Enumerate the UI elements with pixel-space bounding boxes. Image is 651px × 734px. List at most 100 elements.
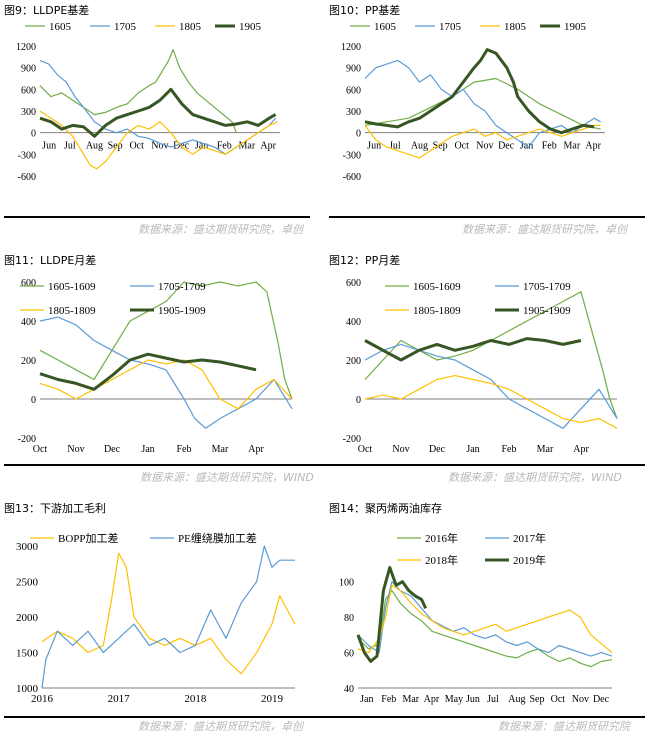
x-tick-label: Feb [381, 694, 396, 705]
series-line [364, 59, 601, 148]
x-tick-label: Apr [424, 694, 440, 705]
source-note: 数据来源：盛达期货研究院 [498, 720, 630, 733]
series-line [41, 545, 295, 689]
legend-label: 1605 [49, 21, 72, 33]
x-tick-label: Dec [593, 694, 610, 705]
chart-title-10: 图10：PP基差 [329, 4, 401, 17]
series-line [39, 352, 257, 391]
legend-label: BOPP加工差 [58, 531, 119, 545]
y-tick-label: 60 [344, 649, 354, 660]
y-tick-label: 80 [344, 613, 354, 624]
chart-svg-11: -200 0 200 400 600 Oct Nov Dec Jan Feb Mar Apr 1605-… [18, 278, 293, 455]
y-tick-label: 0 [356, 395, 361, 406]
x-tick-label: Mar [402, 694, 419, 705]
source-note: 数据来源：盛达期货研究院，卓创 [462, 223, 627, 236]
x-tick-label: Oct [129, 141, 144, 152]
legend-label: 1705-1709 [158, 281, 206, 293]
divider [4, 464, 645, 466]
series-line [357, 584, 613, 654]
x-tick-label: Mar [212, 444, 229, 455]
y-tick-label: 900 [346, 64, 361, 75]
x-tick-label: 2016 [31, 693, 54, 705]
x-tick-label: Jul [64, 141, 76, 152]
legend-label: 1805 [504, 21, 527, 33]
y-tick-label: 600 [346, 278, 361, 289]
series-line [356, 566, 428, 663]
y-tick-label: 600 [346, 85, 361, 96]
y-tick-label: 100 [339, 578, 354, 589]
x-tick-label: Feb [177, 444, 192, 455]
y-tick-label: 600 [21, 278, 36, 289]
series-line [357, 590, 613, 668]
y-tick-label: 1500 [16, 648, 39, 660]
y-tick-label: 2500 [16, 577, 39, 589]
x-tick-label: Mar [239, 141, 256, 152]
legend-label: 1905-1909 [523, 305, 571, 317]
divider [4, 716, 645, 718]
y-tick-label: 200 [346, 356, 361, 367]
x-tick-label: Apr [248, 444, 264, 455]
y-tick-label: -600 [343, 172, 361, 183]
y-tick-label: 0 [356, 129, 361, 140]
y-tick-label: -300 [343, 150, 361, 161]
x-tick-label: Oct [551, 694, 566, 705]
legend-label: 1805-1809 [48, 305, 96, 317]
y-tick-label: 900 [21, 64, 36, 75]
x-tick-label: Nov [392, 444, 409, 455]
y-tick-label: -200 [343, 434, 361, 445]
y-tick-label: 40 [344, 684, 354, 695]
y-tick-label: 1200 [16, 42, 36, 53]
chart-panel-12: -200 0 200 400 600 Oct Nov Dec Jan Feb Mar Apr 1605-… [325, 268, 645, 462]
x-tick-label: Nov [572, 694, 589, 705]
x-tick-label: Feb [217, 141, 232, 152]
x-tick-label: Jun [367, 141, 381, 152]
chart-title-11: 图11：LLDPE月差 [4, 254, 97, 267]
legend-label: 1605 [374, 21, 397, 33]
x-tick-label: Jan [466, 444, 479, 455]
x-tick-label: Jan [360, 694, 373, 705]
x-tick-label: Sep [529, 694, 544, 705]
x-tick-label: Jul [487, 694, 499, 705]
x-tick-label: Jul [389, 141, 401, 152]
legend-label: 2018年 [425, 553, 458, 567]
x-tick-label: Mar [537, 444, 554, 455]
x-tick-label: 2017 [108, 693, 131, 705]
x-tick-label: Nov [476, 141, 493, 152]
source-note: 数据来源：盛达期货研究院，WIND [448, 471, 622, 484]
chart-svg-14: 40 60 80 100 Jan Feb Mar Apr May Jun Jul Aug Sep Oct N… [339, 531, 613, 705]
series-line [364, 124, 601, 159]
y-tick-label: 3000 [16, 541, 39, 553]
divider [4, 216, 310, 218]
x-tick-label: Apr [573, 444, 589, 455]
x-tick-label: Oct [33, 444, 48, 455]
legend-label: 1605-1609 [48, 281, 96, 293]
chart-svg-12: -200 0 200 400 600 Oct Nov Dec Jan Feb Mar Apr 1605-… [343, 278, 618, 455]
source-note: 数据来源：盛达期货研究院，WIND [140, 471, 314, 484]
series-line [39, 281, 293, 400]
series-line [364, 291, 618, 419]
legend-label: 1905 [564, 21, 587, 33]
series-line [39, 49, 237, 133]
y-tick-label: 200 [21, 356, 36, 367]
chart-panel-14: 40 60 80 100 Jan Feb Mar Apr May Jun Jul Aug Sep Oct N… [325, 516, 645, 720]
legend-label: 2017年 [513, 531, 546, 545]
series-line [364, 77, 601, 130]
chart-title-12: 图12：PP月差 [329, 254, 401, 267]
y-tick-label: -300 [18, 150, 36, 161]
x-tick-label: Nov [151, 141, 168, 152]
series-line [41, 552, 296, 675]
divider [329, 216, 645, 218]
chart-panel-10: -600 -300 0 300 600 900 1200 Jun Jul Aug Sep Oct Nov… [325, 16, 645, 210]
source-note: 数据来源：盛达期货研究院，卓创 [138, 223, 303, 236]
x-tick-label: Mar [564, 141, 581, 152]
legend-label: 1705-1709 [523, 281, 571, 293]
x-tick-label: Dec [104, 444, 121, 455]
x-tick-label: May [445, 694, 463, 705]
y-tick-label: 0 [31, 129, 36, 140]
x-tick-label: Sep [433, 141, 448, 152]
chart-title-14: 图14：聚丙烯两油库存 [329, 502, 442, 515]
x-tick-label: Dec [498, 141, 515, 152]
x-tick-label: Apr [260, 141, 276, 152]
chart-title-9: 图9：LLDPE基差 [4, 4, 90, 17]
x-tick-label: Sep [108, 141, 123, 152]
